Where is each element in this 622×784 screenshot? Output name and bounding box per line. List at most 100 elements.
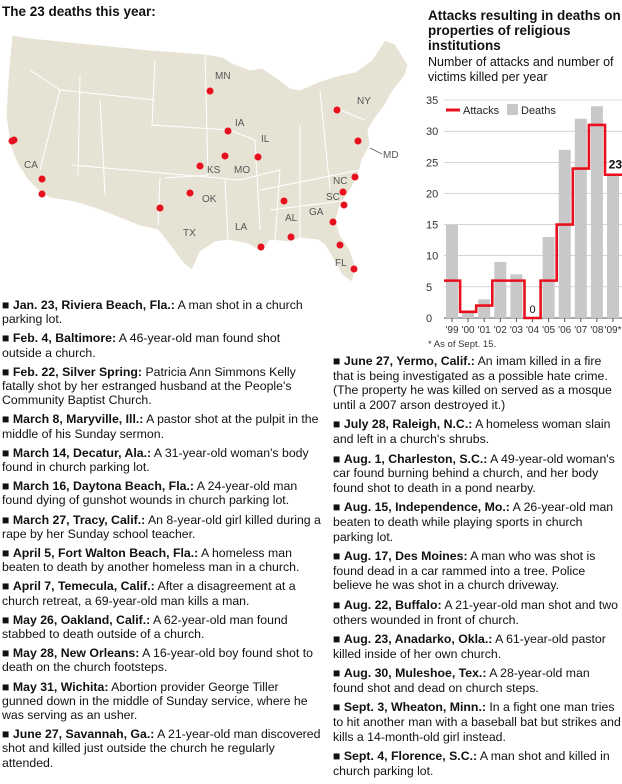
entry-text: A 26-year-old man beaten to death while … [333, 500, 614, 544]
state-labels: MN NY IA IL MD CA KS MO NC SC OK GA AL T… [24, 71, 399, 269]
death-location-dot [287, 233, 295, 241]
death-entry: ■ Feb. 4, Baltimore: A 46-year-old man f… [2, 331, 322, 359]
death-entry: ■ June 27, Yermo, Calif.: An imam killed… [333, 354, 622, 412]
death-dots [8, 87, 362, 273]
death-location-dot [280, 197, 288, 205]
x-tick-label: '07 [574, 325, 587, 336]
deaths-bar [558, 149, 571, 318]
entry-date-place: March 14, Decatur, Ala.: [12, 445, 152, 460]
death-entry: ■ July 28, Raleigh, N.C.: A homeless wom… [333, 417, 622, 446]
death-entry: ■ Aug. 17, Des Moines: A man who was sho… [333, 549, 622, 593]
death-location-dot [221, 152, 229, 160]
deaths-bar [590, 106, 603, 318]
bullet-square-icon: ■ [2, 298, 13, 312]
attacks-deaths-chart: 05101520253035'99'00'01'02'03'04'05'06'0… [426, 95, 622, 336]
bullet-square-icon: ■ [333, 417, 344, 432]
state-label: GA [309, 207, 324, 218]
entry-date-place: March 27, Tracy, Calif.: [12, 512, 146, 527]
death-entry: ■ May 26, Oakland, Calif.: A 62-year-old… [2, 613, 322, 641]
state-label: MN [215, 71, 231, 82]
bullet-square-icon: ■ [2, 512, 13, 527]
bullet-square-icon: ■ [2, 727, 13, 742]
y-tick-label: 30 [426, 126, 438, 138]
entry-date-place: Aug. 1, Charleston, S.C.: [343, 451, 488, 466]
entry-text: A homeless woman slain and left in a chu… [333, 417, 611, 446]
bullet-square-icon: ■ [333, 451, 344, 466]
death-entry: ■ Aug. 23, Anadarko, Okla.: A 61-year-ol… [333, 632, 622, 661]
entry-date-place: Sept. 4, Florence, S.C.: [343, 749, 478, 764]
bullet-square-icon: ■ [333, 700, 344, 715]
bullet-square-icon: ■ [2, 612, 13, 627]
entry-text: Patricia Ann Simmons Kelly fatally shot … [2, 364, 296, 408]
state-label: KS [207, 165, 221, 176]
x-tick-label: '06 [558, 325, 571, 336]
x-tick-label: '08 [590, 325, 603, 336]
entry-text: After a disagreement at a church retreat… [2, 579, 296, 608]
entry-text: A man who was shot is found dead in a ca… [333, 549, 596, 593]
entry-text: A pastor shot at the pulpit in the middl… [2, 412, 319, 441]
bullet-square-icon: ■ [333, 500, 344, 515]
entry-text: A 21-year-old man shot and two others wo… [333, 597, 618, 627]
us-land [5, 34, 409, 283]
death-location-dot [340, 201, 348, 209]
entry-text: A 28-year-old man found shot and dead on… [333, 666, 590, 695]
bullet-square-icon: ■ [2, 546, 13, 561]
x-tick-label: '09* [605, 325, 622, 336]
entry-date-place: June 27, Savannah, Ga.: [12, 727, 155, 742]
bullet-square-icon: ■ [333, 597, 344, 612]
entry-date-place: Aug. 22, Buffalo: [343, 597, 442, 612]
death-entry: ■ Aug. 15, Independence, Mo.: A 26-year-… [333, 500, 622, 544]
chart-footnote: * As of Sept. 15. [428, 339, 497, 350]
deaths-bar [446, 224, 458, 318]
death-entry: ■ April 5, Fort Walton Beach, Fla.: A ho… [2, 546, 322, 574]
entry-text: A man shot in a church parking lot. [2, 298, 303, 327]
deaths-list-left: ■ Jan. 23, Riviera Beach, Fla.: A man sh… [2, 298, 322, 775]
entry-text: Abortion provider George Tiller gunned d… [2, 679, 308, 723]
bullet-square-icon: ■ [2, 445, 13, 460]
legend-deaths-label: Deaths [521, 105, 556, 117]
state-label: MD [383, 150, 399, 161]
death-location-dot [196, 162, 204, 170]
bullet-square-icon: ■ [333, 749, 344, 764]
entry-date-place: May 26, Oakland, Calif.: [12, 612, 151, 627]
x-tick-label: '99 [445, 325, 458, 336]
us-map: MN NY IA IL MD CA KS MO NC SC OK GA AL T… [5, 34, 409, 283]
x-tick-label: '04 [526, 325, 539, 336]
bullet-square-icon: ■ [333, 354, 344, 368]
death-entry: ■ March 14, Decatur, Ala.: A 31-year-old… [2, 446, 322, 474]
y-tick-label: 10 [426, 251, 438, 263]
entry-date-place: April 5, Fort Walton Beach, Fla.: [12, 546, 199, 561]
death-location-dot [186, 189, 194, 197]
deaths-bar [462, 311, 475, 318]
x-tick-label: '05 [542, 325, 555, 336]
map-title: The 23 deaths this year: [2, 4, 156, 19]
death-location-dot [350, 265, 358, 273]
bullet-square-icon: ■ [333, 632, 344, 647]
entry-date-place: Aug. 15, Independence, Mo.: [343, 500, 510, 515]
x-tick-label: '02 [494, 325, 507, 336]
death-entry: ■ Feb. 22, Silver Spring: Patricia Ann S… [2, 365, 322, 408]
state-label: IA [235, 118, 245, 129]
deaths-bar [542, 237, 555, 318]
death-location-dot [8, 137, 16, 145]
legend-attacks-label: Attacks [463, 105, 500, 117]
death-location-dot [333, 106, 341, 114]
entry-date-place: Feb. 4, Baltimore: [12, 331, 117, 346]
entry-date-place: Aug. 23, Anadarko, Okla.: [343, 632, 493, 647]
entry-text: A 24-year-old man found dying of gunshot… [2, 479, 298, 508]
death-location-dot [329, 218, 337, 226]
entry-date-place: May 31, Wichita: [12, 679, 109, 694]
death-entry: ■ March 16, Daytona Beach, Fla.: A 24-ye… [2, 479, 322, 507]
death-entry: ■ April 7, Temecula, Calif.: After a dis… [2, 579, 322, 607]
annotation-zero: 0 [529, 304, 535, 316]
state-label: FL [335, 258, 347, 269]
state-label: SC [326, 192, 340, 203]
death-entry: ■ June 27, Savannah, Ga.: A 21-year-old … [2, 727, 322, 770]
bullet-square-icon: ■ [2, 479, 13, 494]
entry-text: A homeless man beaten to death by anothe… [2, 546, 300, 575]
death-entry: ■ March 8, Maryville, Ill.: A pastor sho… [2, 412, 322, 440]
bullet-square-icon: ■ [2, 364, 13, 379]
x-tick-label: '01 [478, 325, 491, 336]
bullet-square-icon: ■ [2, 579, 13, 594]
legend-deaths-swatch [507, 104, 518, 115]
